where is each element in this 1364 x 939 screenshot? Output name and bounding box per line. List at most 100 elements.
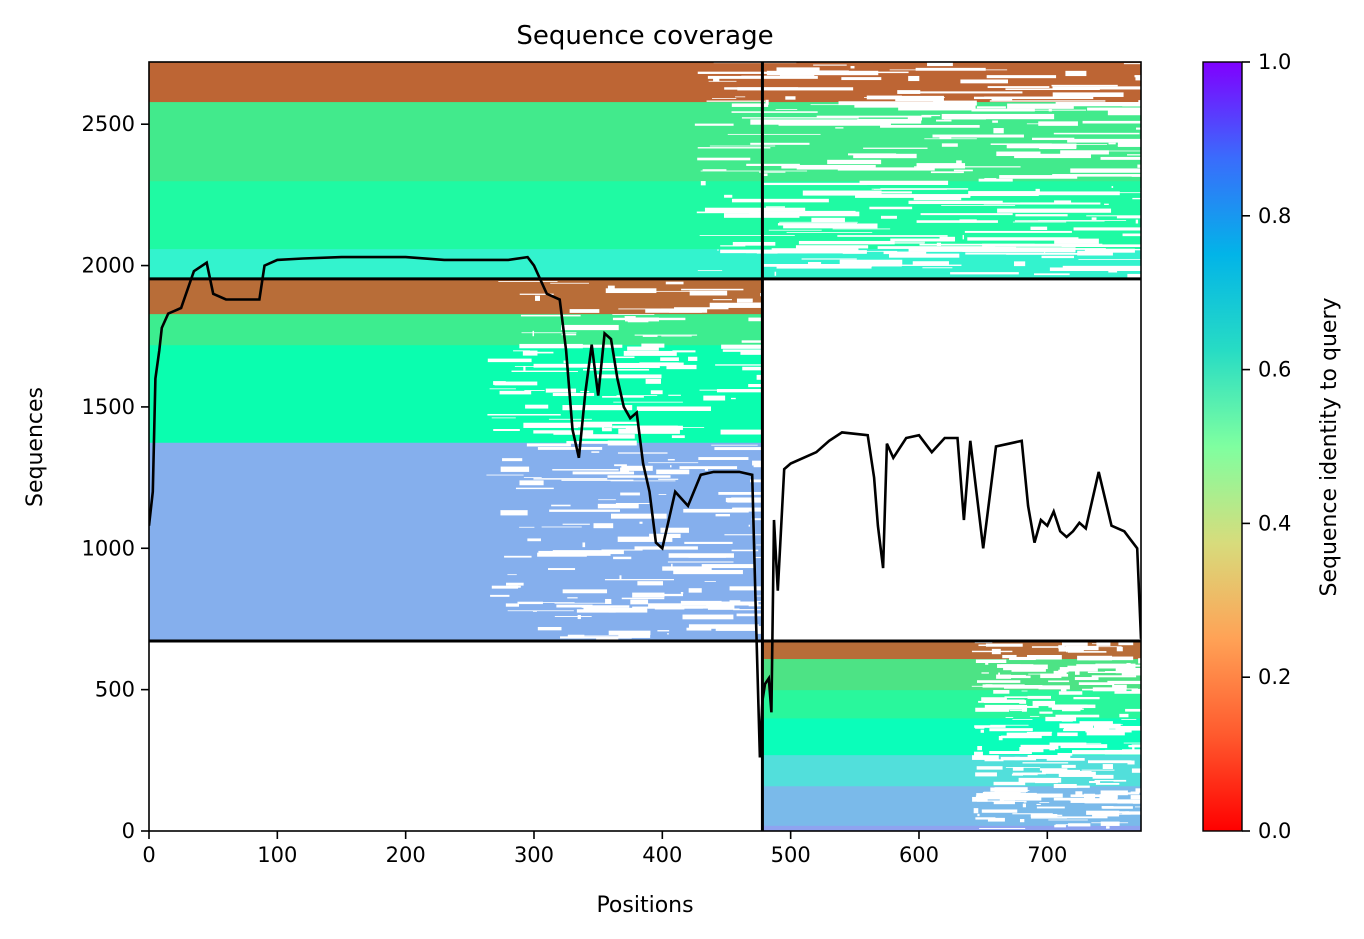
gap-streak xyxy=(1086,731,1125,736)
gap-streak xyxy=(1099,729,1116,730)
gap-streak xyxy=(627,318,649,323)
gap-streak xyxy=(1022,803,1026,808)
gap-streak xyxy=(914,166,1021,168)
gap-streak xyxy=(968,191,1039,197)
gap-streak xyxy=(994,751,1013,753)
gap-streak xyxy=(712,98,737,100)
gap-streak xyxy=(976,680,1021,683)
gap-streak xyxy=(720,245,746,247)
gap-streak xyxy=(748,524,751,527)
gap-streak xyxy=(591,451,600,453)
gap-streak xyxy=(746,163,800,166)
identity-band xyxy=(762,641,1141,660)
gap-streak xyxy=(552,392,595,397)
gap-streak xyxy=(964,230,1072,233)
gap-streak xyxy=(521,332,577,334)
gap-streak xyxy=(672,350,696,353)
gap-streak xyxy=(567,597,578,599)
gap-streak xyxy=(1055,102,1141,107)
gap-streak xyxy=(975,795,1016,800)
gap-streak xyxy=(795,245,869,249)
gap-streak xyxy=(1002,654,1017,659)
gap-streak xyxy=(582,542,586,548)
gap-streak xyxy=(855,194,971,198)
gap-streak xyxy=(990,787,1027,792)
x-tick-label: 500 xyxy=(771,843,811,867)
gap-streak xyxy=(975,727,985,729)
gap-streak xyxy=(697,270,723,272)
gap-streak xyxy=(802,190,882,196)
gap-streak xyxy=(1048,704,1088,708)
gap-streak xyxy=(1074,677,1099,681)
gap-streak xyxy=(880,188,969,190)
gap-streak xyxy=(908,200,1003,205)
gap-streak xyxy=(913,196,962,201)
x-tick-label: 0 xyxy=(142,843,155,867)
gap-streak xyxy=(1056,814,1063,817)
gap-streak xyxy=(523,351,554,354)
gap-streak xyxy=(927,62,953,67)
gap-streak xyxy=(783,223,878,229)
gap-streak xyxy=(733,609,763,611)
gap-streak xyxy=(724,534,763,536)
gap-streak xyxy=(1120,637,1141,642)
chart-title: Sequence coverage xyxy=(516,21,773,51)
gap-streak xyxy=(1100,821,1120,826)
gap-streak xyxy=(1099,794,1118,799)
gap-streak xyxy=(527,538,541,542)
gap-streak xyxy=(1107,109,1141,116)
gap-streak xyxy=(700,170,808,172)
gap-streak xyxy=(971,108,1035,112)
gap-streak xyxy=(975,817,996,820)
gap-streak xyxy=(1029,715,1040,717)
gap-streak xyxy=(943,114,987,120)
gap-streak xyxy=(978,178,1013,182)
gap-streak xyxy=(1061,764,1076,768)
colorbar-axis: 0.0 0.2 0.4 0.6 0.8 1.0 xyxy=(1242,50,1291,843)
gap-streak xyxy=(581,605,630,608)
gap-streak xyxy=(562,589,608,594)
gap-streak xyxy=(1091,675,1137,678)
gap-streak xyxy=(1102,806,1133,809)
gap-streak xyxy=(1030,793,1063,798)
gap-streak xyxy=(838,101,935,106)
gap-streak xyxy=(1061,708,1081,712)
gap-streak xyxy=(607,285,615,289)
gap-streak xyxy=(554,602,612,604)
gap-streak xyxy=(1136,127,1141,130)
gap-streak xyxy=(533,478,608,480)
gap-streak xyxy=(882,194,938,196)
gap-streak xyxy=(1085,729,1132,733)
y-tick-label: 1000 xyxy=(82,536,135,560)
gap-streak xyxy=(667,633,669,635)
gap-streak xyxy=(741,117,859,119)
gap-streak xyxy=(762,173,768,177)
gap-streak xyxy=(1072,750,1112,755)
gap-streak xyxy=(1022,762,1069,764)
x-tick-label: 100 xyxy=(257,843,297,867)
gap-streak xyxy=(522,350,538,356)
gap-streak xyxy=(556,604,593,608)
gap-streak xyxy=(607,440,637,446)
gap-streak xyxy=(1068,823,1091,827)
gap-streak xyxy=(981,809,1018,813)
gap-streak xyxy=(1058,771,1096,777)
gap-streak xyxy=(1032,700,1056,707)
gap-streak xyxy=(1104,203,1109,205)
gap-streak xyxy=(863,147,928,149)
gap-streak xyxy=(939,236,956,242)
gap-streak xyxy=(1053,132,1140,135)
gap-streak xyxy=(561,333,577,336)
gap-streak xyxy=(759,171,786,173)
gap-streak xyxy=(660,357,679,361)
gap-streak xyxy=(708,80,737,82)
gap-streak xyxy=(642,335,658,337)
gap-streak xyxy=(762,182,868,186)
gap-streak xyxy=(689,290,728,296)
gap-streak xyxy=(554,616,592,617)
gap-streak xyxy=(776,67,820,72)
y-tick-label: 2000 xyxy=(82,254,135,278)
gap-streak xyxy=(654,608,685,610)
gap-streak xyxy=(1079,721,1113,726)
gap-streak xyxy=(1000,792,1037,798)
